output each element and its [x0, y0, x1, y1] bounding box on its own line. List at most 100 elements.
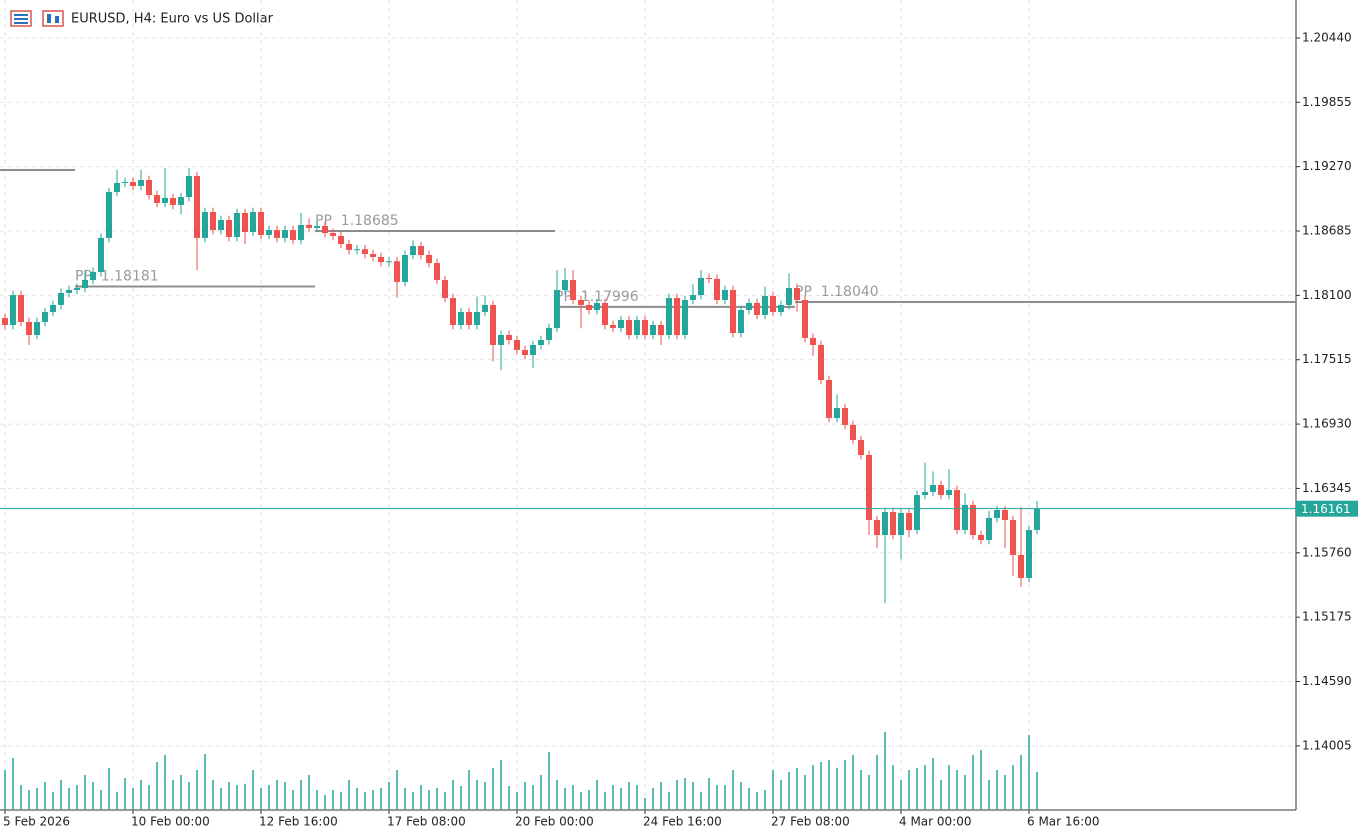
candle-body [114, 182, 120, 192]
candle-body [706, 277, 712, 279]
y-tick-label: 1.19270 [1302, 159, 1352, 173]
candle-body [570, 279, 576, 300]
candle-body [594, 302, 600, 311]
candle-body [146, 179, 152, 196]
candle-body [906, 512, 912, 531]
icon-chart[interactable] [42, 10, 64, 27]
candle-body [378, 256, 384, 263]
candle-body [26, 321, 32, 335]
candle-body [10, 295, 16, 325]
candle-body [858, 440, 864, 455]
candle-body [642, 320, 648, 335]
candle-body [418, 245, 424, 256]
x-tick-label: 5 Feb 2026 [3, 815, 70, 829]
candle-body [674, 298, 680, 335]
candle-body [282, 230, 288, 238]
candle-body [186, 176, 192, 198]
candle-body [426, 255, 432, 264]
candle-body [818, 344, 824, 380]
candle-body [922, 491, 928, 496]
candle-body [170, 198, 176, 205]
x-tick-label: 20 Feb 00:00 [515, 815, 594, 829]
candle-body [474, 311, 480, 325]
candle-body [234, 212, 240, 237]
candle-body [762, 296, 768, 315]
candle-body [242, 212, 248, 233]
candle-body [690, 295, 696, 300]
candle-body [490, 304, 496, 345]
candle-body [610, 324, 616, 328]
candle-body [402, 255, 408, 282]
y-tick-label: 1.16930 [1302, 417, 1352, 431]
pivot-label: PP 1.18040 [795, 284, 879, 300]
candle-body [394, 261, 400, 282]
candle-body [954, 489, 960, 531]
candle-body [458, 311, 464, 325]
x-tick-label: 17 Feb 08:00 [387, 815, 466, 829]
candle-body [162, 198, 168, 203]
candle-body [250, 211, 256, 233]
candle-body [1002, 510, 1008, 521]
candle-body [810, 337, 816, 345]
chart-title: EURUSD, H4: Euro vs US Dollar [71, 12, 274, 27]
current-price-box [1296, 500, 1358, 517]
candle-body [466, 311, 472, 325]
candle-body [914, 495, 920, 531]
candle-body [746, 302, 752, 311]
candle-body [290, 230, 296, 241]
candle-body [1018, 554, 1024, 578]
candle-body [1010, 520, 1016, 555]
candle-body [578, 299, 584, 305]
x-tick-label: 24 Feb 16:00 [643, 815, 722, 829]
candle-body [586, 304, 592, 311]
candle-body [410, 245, 416, 256]
candle-body [58, 292, 64, 305]
candle-body [210, 211, 216, 231]
candle-body [962, 504, 968, 531]
candle-body [826, 379, 832, 419]
x-tick-label: 4 Mar 00:00 [899, 815, 972, 829]
y-tick-label: 1.17515 [1302, 352, 1352, 366]
candle-body [898, 512, 904, 535]
candle-body [882, 511, 888, 535]
candle-body [2, 318, 8, 325]
candle-body [802, 299, 808, 338]
candle-body [666, 298, 672, 335]
y-tick-label: 1.14005 [1302, 738, 1352, 752]
candle-body [874, 520, 880, 535]
candle-body [154, 195, 160, 203]
candle-body [618, 320, 624, 328]
candle-body [434, 263, 440, 280]
candle-body [938, 485, 944, 496]
candle-body [842, 408, 848, 425]
y-tick-label: 1.15760 [1302, 545, 1352, 559]
grid [0, 0, 1296, 810]
candle-body [770, 296, 776, 312]
candle-body [218, 220, 224, 231]
candle-body [42, 311, 48, 322]
icon-bar [47, 14, 51, 23]
candle-body [274, 230, 280, 238]
candle-body [778, 304, 784, 312]
candle-body [530, 344, 536, 356]
y-tick-label: 1.15175 [1302, 610, 1352, 624]
candle-body [506, 334, 512, 341]
x-tick-label: 10 Feb 00:00 [131, 815, 210, 829]
candle-body [738, 310, 744, 333]
candle-body [98, 237, 104, 272]
candle-body [138, 179, 144, 187]
candle-body [130, 181, 136, 187]
toolbar-icons[interactable] [10, 10, 64, 27]
candle-body [946, 489, 952, 496]
candle-body [498, 334, 504, 345]
candle-body [634, 320, 640, 335]
y-tick-label: 1.19855 [1302, 95, 1352, 109]
candle-body [546, 327, 552, 341]
candle-body [178, 197, 184, 205]
candle-body [50, 304, 56, 312]
candle-body [18, 295, 24, 322]
candle-body [74, 288, 80, 290]
y-tick-label: 1.14590 [1302, 674, 1352, 688]
